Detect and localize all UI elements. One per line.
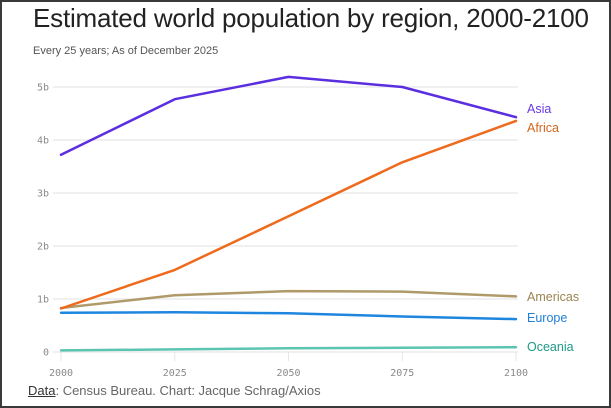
series-line-asia: [59, 75, 518, 157]
x-tick-label: 2100: [504, 368, 528, 379]
series-label-americas: Americas: [527, 290, 579, 304]
x-tick-label: 2025: [163, 368, 187, 379]
x-tick-label: 2075: [390, 368, 414, 379]
y-tick-label: 2b: [37, 242, 49, 253]
y-tick-label: 5b: [37, 83, 49, 94]
series-label-europe: Europe: [527, 311, 567, 325]
series-line-oceania: [59, 345, 518, 352]
x-tick-label: 2050: [276, 368, 300, 379]
series-label-asia: Asia: [527, 102, 551, 116]
chart-subtitle: Every 25 years; As of December 2025: [33, 45, 219, 57]
y-tick-label: 0: [43, 348, 49, 359]
chart-footer: Data: Census Bureau. Chart: Jacque Schra…: [28, 383, 321, 398]
series-label-oceania: Oceania: [527, 340, 574, 354]
footer-credit: : Census Bureau. Chart: Jacque Schrag/Ax…: [55, 383, 321, 398]
chart-title: Estimated world population by region, 20…: [33, 3, 589, 33]
x-tick-label: 2000: [49, 368, 73, 379]
series-line-americas: [59, 289, 518, 310]
series-label-africa: Africa: [527, 121, 559, 135]
data-source-link[interactable]: Data: [28, 383, 56, 398]
series-line-africa: [59, 119, 518, 310]
series-line-europe: [59, 311, 518, 321]
y-tick-label: 4b: [37, 136, 49, 147]
y-tick-label: 1b: [37, 295, 49, 306]
y-tick-label: 3b: [37, 189, 49, 200]
